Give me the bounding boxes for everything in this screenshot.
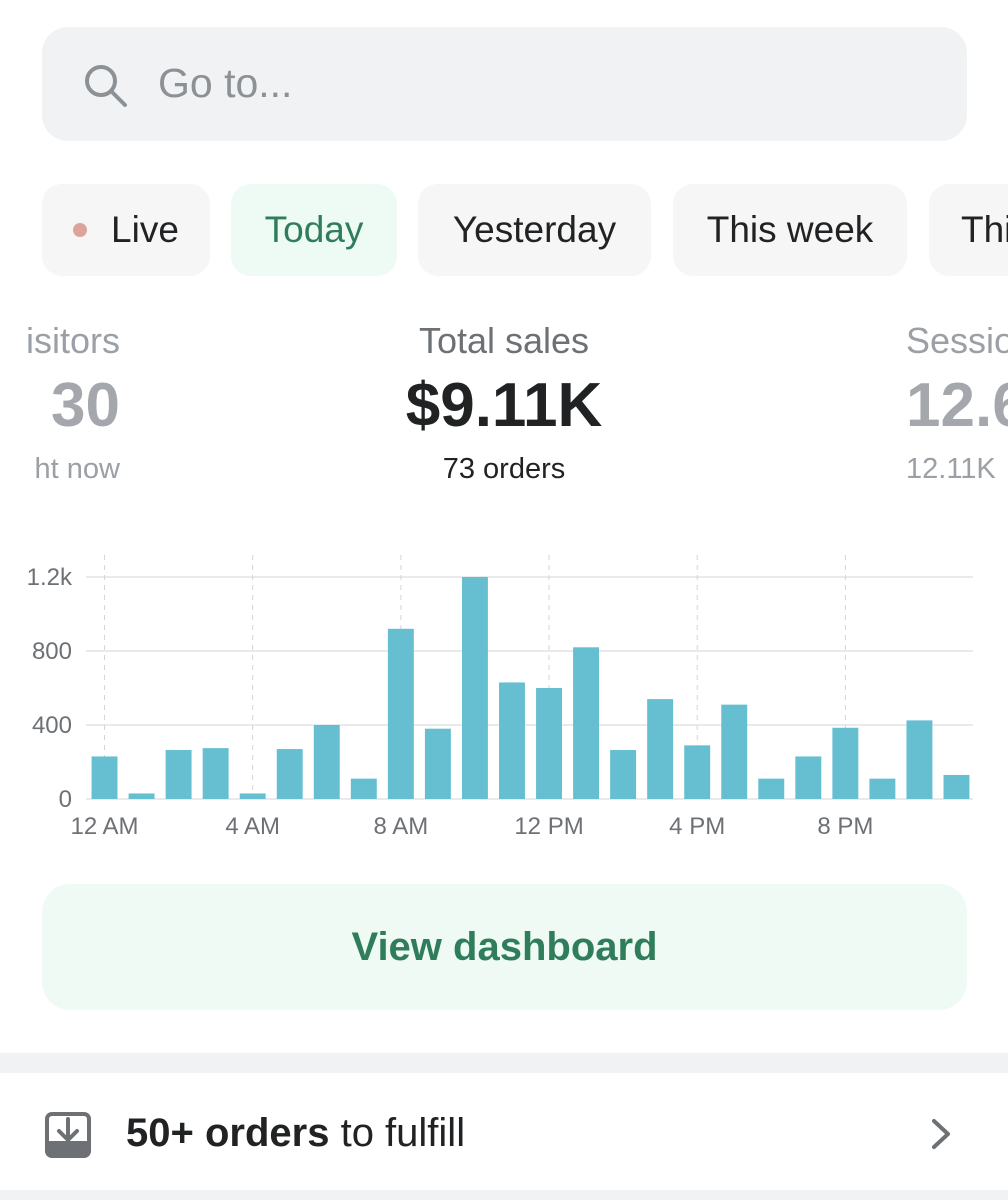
chart-bar <box>610 749 637 799</box>
chart-bar <box>832 727 859 799</box>
tab-today[interactable]: Today <box>231 184 397 276</box>
chart-bar <box>461 577 488 799</box>
tab-yesterday[interactable]: Yesterday <box>418 184 651 276</box>
chart-bar <box>721 704 748 799</box>
view-dashboard-button[interactable]: View dashboard <box>42 884 967 1010</box>
y-tick-label: 1.2k <box>27 564 73 591</box>
tab-live-label: Live <box>111 209 179 250</box>
tab-this-month[interactable]: Thi <box>929 184 1008 276</box>
chart-bar <box>387 628 414 799</box>
chart-bar <box>573 647 600 799</box>
x-tick-label: 12 PM <box>514 813 583 840</box>
y-tick-label: 400 <box>32 712 72 739</box>
chart-bar <box>276 749 303 799</box>
chart-bar <box>869 778 896 799</box>
x-tick-label: 8 PM <box>817 813 873 840</box>
tab-today-label: Today <box>264 209 364 250</box>
y-tick-label: 800 <box>32 638 72 665</box>
section-divider <box>0 1053 1008 1073</box>
orders-count-label: 50+ orders <box>126 1111 330 1155</box>
search-bar[interactable] <box>42 27 967 141</box>
chart-bar <box>906 720 933 799</box>
tab-live[interactable]: Live <box>42 184 210 276</box>
metric-total-sales-sub: 73 orders <box>442 453 566 485</box>
inbox-download-icon <box>45 1112 91 1158</box>
bottom-divider <box>0 1190 1008 1200</box>
chart-bar <box>313 725 340 799</box>
tab-this-month-label: Thi <box>961 209 1008 250</box>
chart-bar <box>684 745 711 799</box>
chart-bar <box>239 793 266 799</box>
chart-bar <box>128 793 155 799</box>
chart-bar <box>202 748 229 799</box>
x-tick-label: 4 PM <box>669 813 725 840</box>
metric-sessions-value: 12.6 <box>906 371 1008 440</box>
orders-to-fulfill-row[interactable]: 50+ orders to fulfill <box>0 1073 1008 1190</box>
sales-chart: 1.2k 800 400 012 AM 4 AM 8 AM 12 PM 4 PM 8 PM <box>27 555 973 840</box>
search-icon <box>85 65 127 107</box>
metric-visitors-sub: ht now <box>34 453 120 485</box>
orders-suffix-label: to fulfill <box>329 1111 466 1155</box>
x-tick-label: 4 AM <box>225 813 280 840</box>
x-tick-label: 8 AM <box>374 813 429 840</box>
metric-visitors-label: isitors <box>25 320 120 361</box>
live-dot-icon <box>73 223 88 237</box>
chart-bar <box>91 756 118 799</box>
metric-sessions-label: Sessio <box>906 320 1008 361</box>
chart-bar <box>165 749 192 799</box>
y-tick-label: 0 <box>59 786 72 813</box>
chart-bar <box>647 699 674 799</box>
chart-bar <box>795 756 822 799</box>
orders-to-fulfill-text: 50+ orders to fulfill <box>126 1111 465 1156</box>
chart-bar <box>758 778 785 799</box>
chart-bar <box>943 774 970 799</box>
chart-bar <box>536 688 562 799</box>
metric-sessions-sub: 12.11K <box>906 453 996 485</box>
tab-this-week[interactable]: This week <box>673 184 907 276</box>
metric-sessions[interactable]: Sessio 12.6 12.11K <box>906 320 1008 486</box>
chart-bar <box>499 682 525 799</box>
metric-visitors[interactable]: isitors 30 ht now <box>0 320 120 486</box>
chart-bar <box>350 778 377 799</box>
metric-visitors-value: 30 <box>51 371 120 440</box>
x-tick-label: 12 AM <box>70 813 138 840</box>
metric-total-sales[interactable]: Total sales $9.11K 73 orders <box>354 320 654 486</box>
chevron-right-icon <box>932 1119 950 1149</box>
metric-total-sales-label: Total sales <box>418 320 590 361</box>
chart-bar <box>424 728 451 799</box>
date-range-tabs: Live Today Yesterday This week Thi <box>0 184 1008 276</box>
metric-total-sales-value: $9.11K <box>405 371 603 440</box>
search-placeholder: Go to... <box>158 60 293 106</box>
tab-this-week-label: This week <box>706 209 874 250</box>
tab-yesterday-label: Yesterday <box>452 209 617 250</box>
